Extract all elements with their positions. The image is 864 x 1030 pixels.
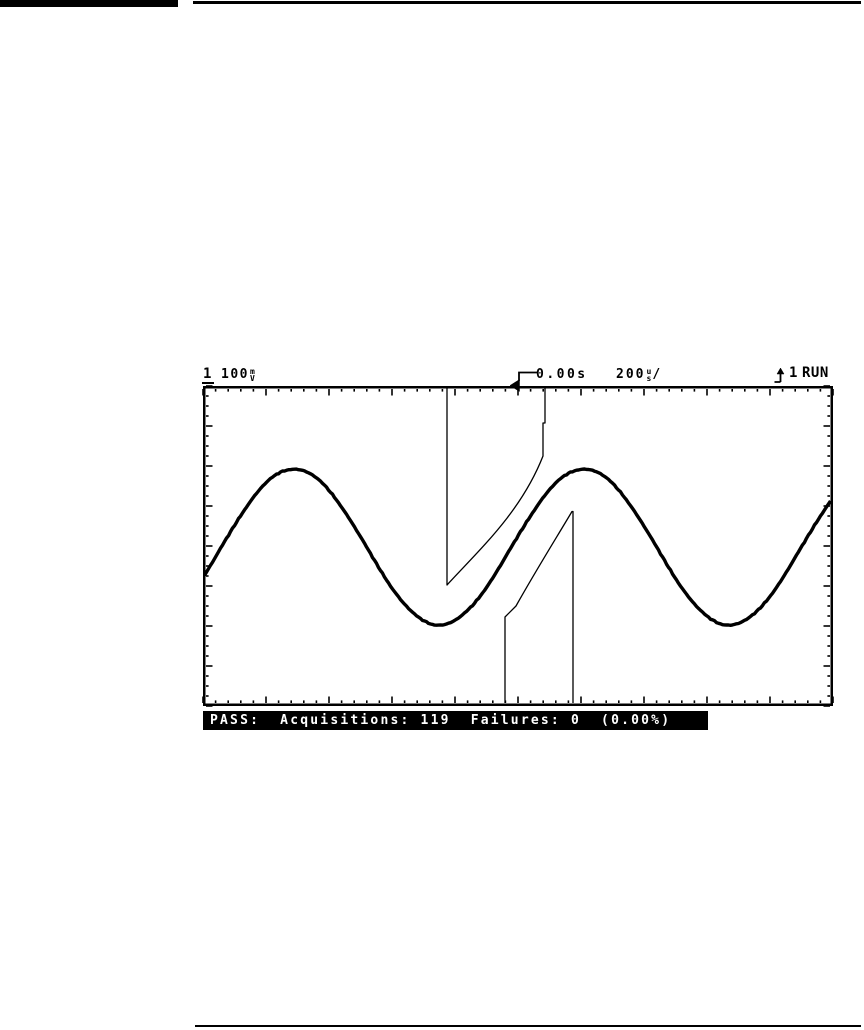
delay-time-readout: 0.00s — [536, 367, 588, 382]
trace-group — [205, 388, 831, 703]
page-top-rule — [193, 1, 861, 4]
volts-per-div-unit-glyph: m V — [249, 367, 255, 383]
mask-test-status-bar: PASS: Acquisitions: 119 Failures: 0 (0.0… — [203, 711, 708, 730]
graticule-ticks — [202, 385, 834, 707]
rising-edge-arrowhead — [776, 367, 785, 375]
timebase-readout: 200 u s / — [616, 367, 661, 383]
page-bottom-rule — [195, 1025, 861, 1027]
timebase-value: 200 — [616, 367, 646, 382]
channel-number-label: 1 — [202, 366, 214, 384]
graticule-border — [203, 386, 833, 706]
rising-edge-icon — [774, 371, 782, 383]
trigger-source-label: 1 — [789, 365, 799, 381]
channel-scale-readout: 100 m V — [221, 367, 256, 383]
mask-upper-limit-trace — [446, 388, 546, 586]
mask-lower-limit-trace — [504, 510, 574, 703]
channel-1-sine-trace — [205, 467, 831, 627]
delay-reference-arrowhead — [509, 379, 520, 392]
per-division-slash: / — [652, 367, 661, 382]
chapter-marker-bar — [0, 0, 178, 7]
run-state-label: RUN — [802, 365, 829, 381]
channel-scale-value: 100 — [221, 367, 249, 382]
delay-reference-arrow-icon — [518, 371, 537, 381]
time-per-div-unit-glyph: u s — [646, 367, 652, 383]
